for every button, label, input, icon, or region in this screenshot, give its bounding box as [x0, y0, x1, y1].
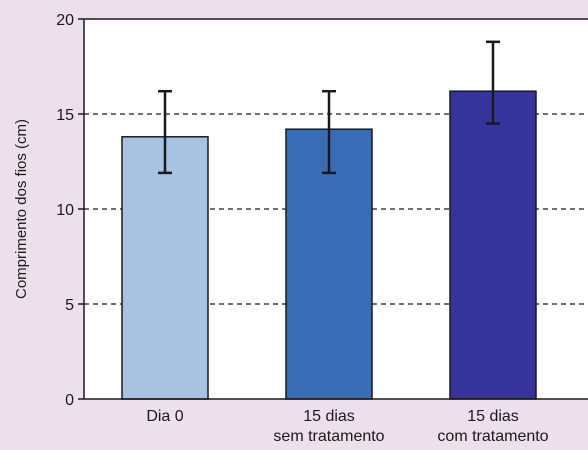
bar	[449, 90, 537, 400]
y-tick-label: 0	[65, 392, 74, 409]
y-tick-label: 20	[56, 12, 74, 29]
y-tick-label: 15	[56, 107, 74, 124]
y-tick-label: 5	[65, 297, 74, 314]
x-tick-label: 15 dias	[467, 408, 519, 425]
error-bars	[158, 40, 500, 175]
y-axis-label: Comprimento dos fios (cm)	[13, 119, 30, 299]
x-tick-label: 15 dias	[303, 408, 355, 425]
y-ticks: 0 5 10 15 20	[56, 12, 84, 409]
bars	[121, 90, 537, 400]
y-tick-label: 10	[56, 202, 74, 219]
x-tick-label: sem tratamento	[273, 428, 384, 445]
bar	[121, 136, 209, 400]
x-tick-label: Dia 0	[146, 408, 183, 425]
x-tick-labels: Dia 0 15 dias sem tratamento 15 dias com tra…	[146, 408, 548, 445]
x-tick-label: com tratamento	[437, 428, 548, 445]
